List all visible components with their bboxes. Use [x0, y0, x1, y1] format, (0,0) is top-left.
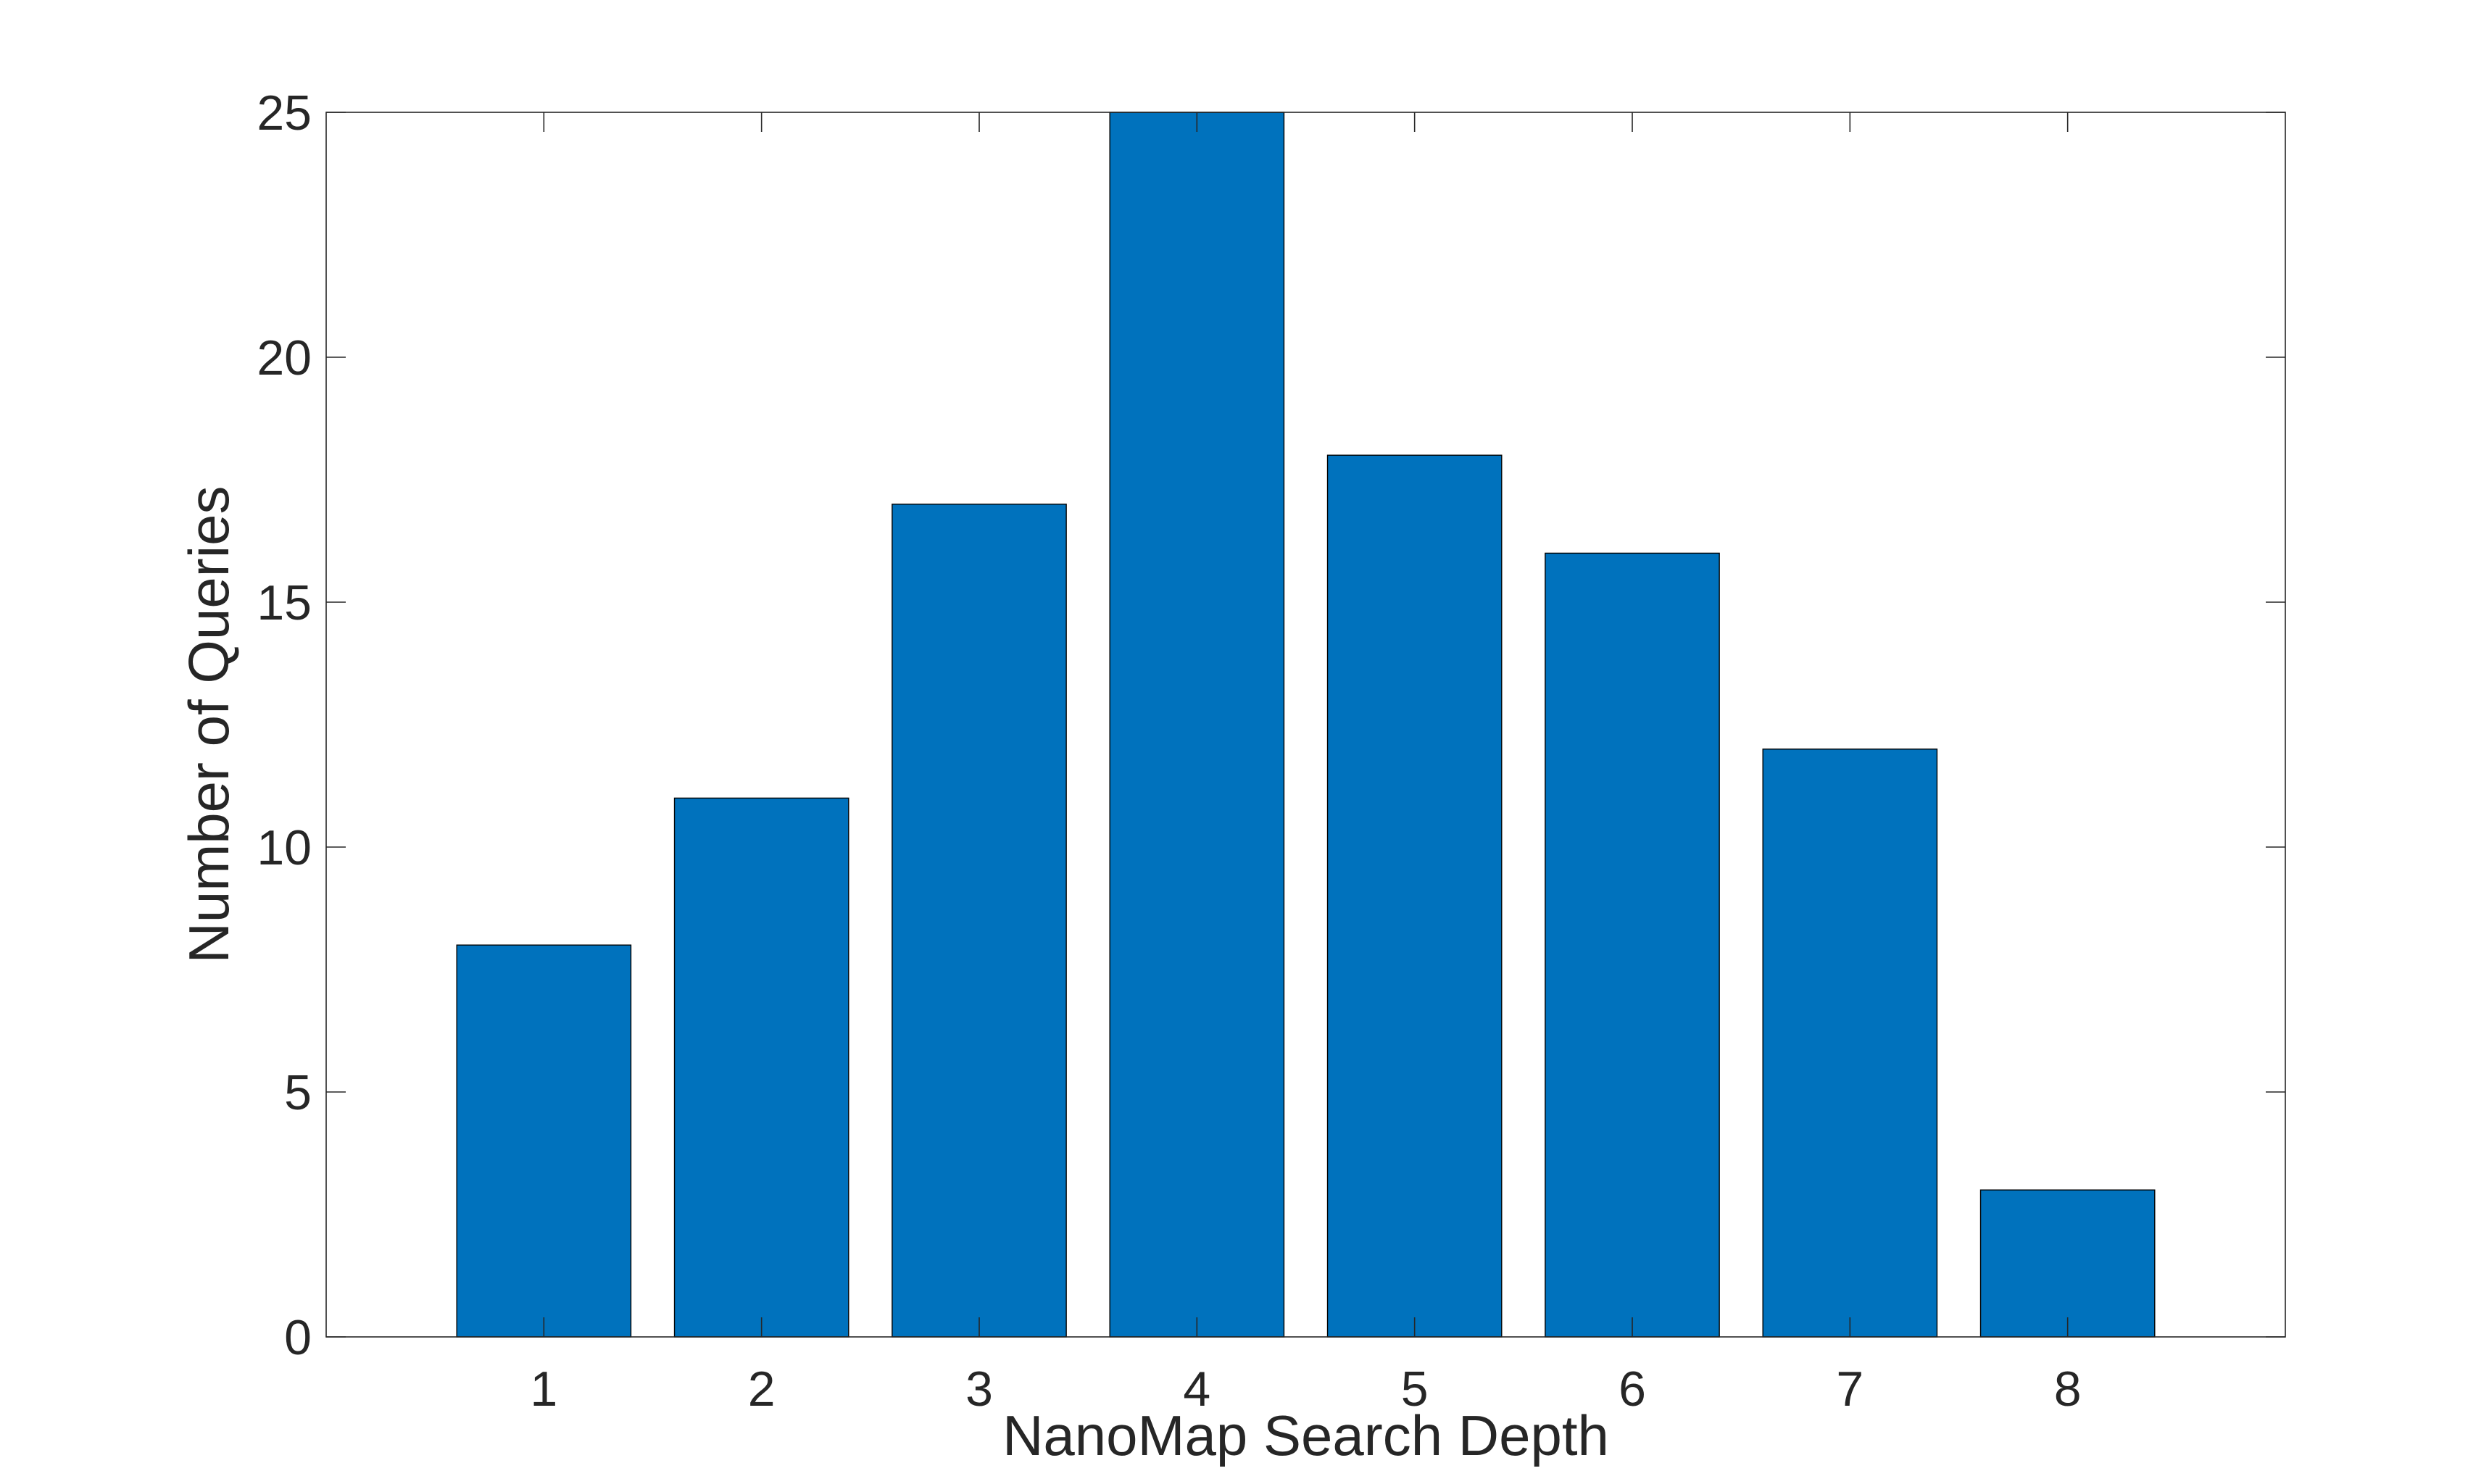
- bar-3: [892, 504, 1067, 1338]
- x-tick-label-5: 5: [1401, 1362, 1429, 1417]
- bar-7: [1762, 749, 1938, 1338]
- y-tick-label-5: 5: [284, 1065, 312, 1120]
- y-tick-label-0: 0: [284, 1310, 312, 1365]
- bar-6: [1545, 552, 1720, 1338]
- y-tick-label-15: 15: [257, 575, 312, 630]
- axes-box: [325, 112, 2286, 1338]
- bar-1: [456, 944, 632, 1338]
- y-tick-label-20: 20: [257, 330, 312, 385]
- y-tick-label-10: 10: [257, 820, 312, 875]
- bar-5: [1326, 454, 1503, 1338]
- x-tick-label-7: 7: [1836, 1362, 1863, 1417]
- bar-2: [673, 797, 849, 1338]
- bars-group: [456, 112, 2156, 1338]
- x-tick-label-6: 6: [1619, 1362, 1646, 1417]
- plot-area: [326, 112, 2285, 1337]
- x-tick-label-1: 1: [530, 1362, 557, 1417]
- x-tick-label-3: 3: [965, 1362, 993, 1417]
- bar-4: [1109, 112, 1285, 1338]
- y-tick-label-25: 25: [257, 86, 312, 141]
- x-tick-label-2: 2: [748, 1362, 776, 1417]
- bar-8: [1979, 1189, 2156, 1338]
- tick-labels-group: 1 2 3 4 5 6 7 8 0 5 10 15 20 25: [257, 86, 2081, 1417]
- x-tick-label-8: 8: [2054, 1362, 2082, 1417]
- x-tick-label-4: 4: [1183, 1362, 1210, 1417]
- y-axis-label: Number of Queries: [177, 486, 241, 964]
- ticks-group: [326, 112, 2285, 1338]
- x-axis-label: NanoMap Search Depth: [1002, 1404, 1609, 1467]
